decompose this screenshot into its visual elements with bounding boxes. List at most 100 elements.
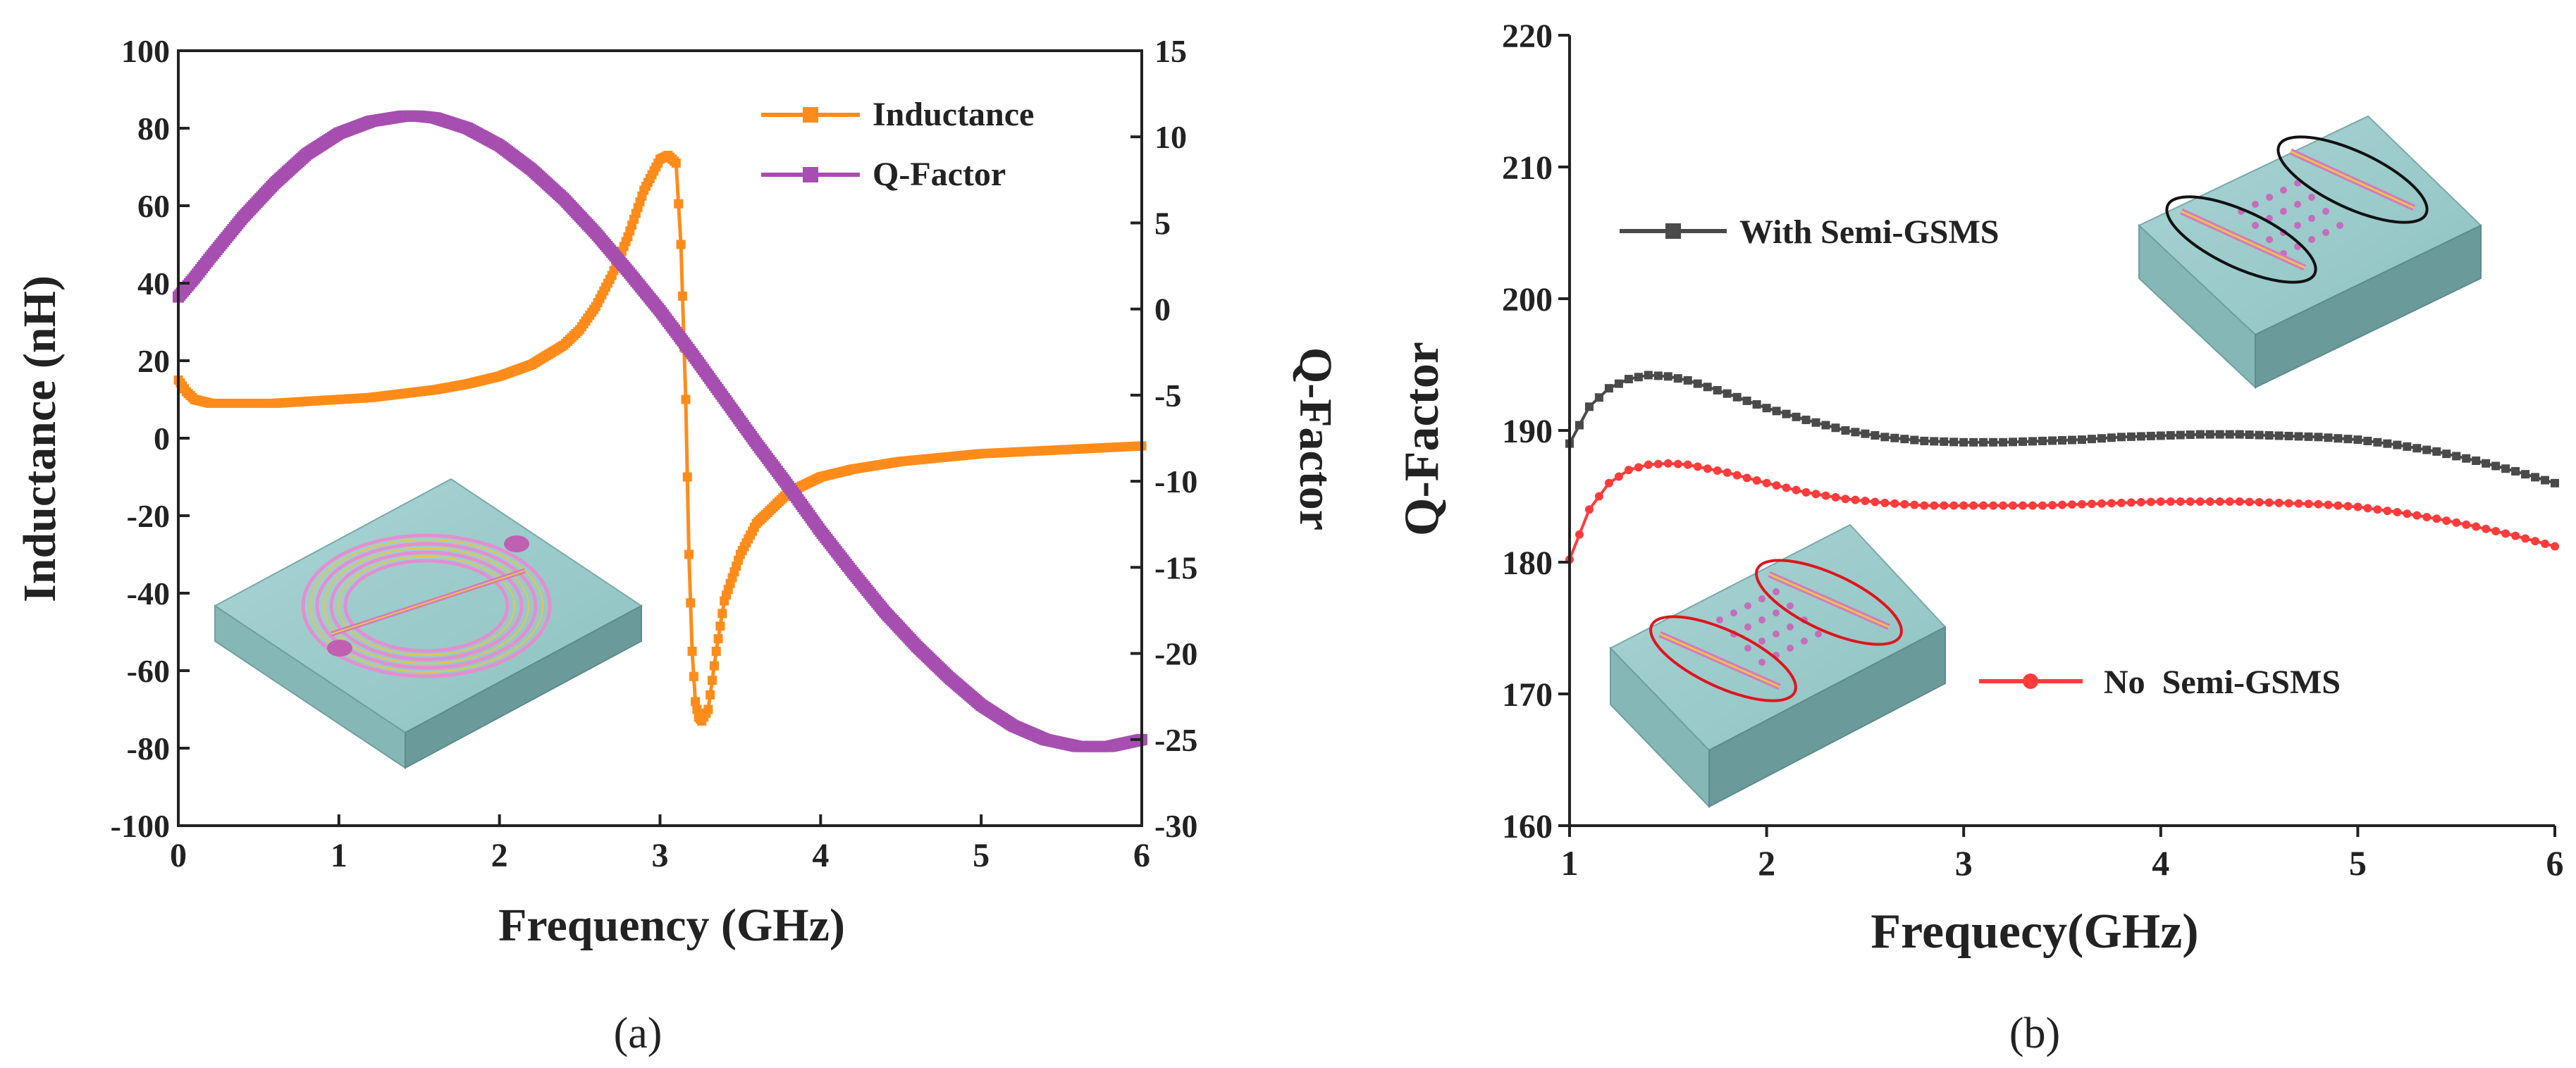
no-gsms-point — [2334, 501, 2343, 510]
with-gsms-point — [2264, 431, 2274, 440]
no-gsms-point — [2491, 527, 2501, 536]
x-tick-label-b: 1 — [1561, 843, 1579, 883]
no-gsms-point — [1841, 495, 1850, 504]
y-tick-label-b: 180 — [1502, 545, 1553, 582]
no-gsms-point — [1821, 491, 1830, 500]
y-left-tick-label-a: 20 — [137, 343, 170, 379]
no-gsms-point — [2067, 500, 2076, 509]
no-gsms-point — [2156, 497, 2165, 506]
legend-a: Inductance Q-Factor — [761, 96, 1034, 193]
y-right-tick-label-a: -5 — [1154, 378, 1181, 414]
with-gsms-point — [2255, 430, 2264, 440]
no-gsms-point — [2186, 497, 2195, 506]
legend-inductance-label: Inductance — [873, 96, 1034, 133]
no-gsms-point — [2235, 497, 2244, 506]
x-tick-label-a: 3 — [652, 837, 669, 874]
with-gsms-point — [2176, 430, 2185, 440]
no-gsms-point — [2422, 512, 2432, 521]
with-gsms-point — [2166, 431, 2175, 440]
inductance-point — [682, 472, 692, 482]
x-tick-label-b: 5 — [2349, 843, 2367, 883]
y-left-tick-label-a: -80 — [127, 731, 170, 766]
no-gsms-point — [1713, 466, 1722, 476]
y-axis-title-b: Q-Factor — [1395, 342, 1449, 536]
with-gsms-point — [1831, 423, 1840, 433]
no-gsms-point — [1959, 501, 1968, 510]
inductance-point — [713, 634, 723, 644]
no-gsms-point — [2116, 498, 2126, 507]
x-tick-label-a: 5 — [973, 837, 990, 874]
with-gsms-point — [1693, 379, 1702, 388]
no-gsms-point — [2274, 498, 2284, 507]
with-gsms-point — [2393, 440, 2402, 449]
with-gsms-point — [1584, 402, 1594, 411]
no-gsms-point — [2126, 498, 2136, 507]
with-gsms-point — [1683, 375, 1692, 385]
no-gsms-point — [2038, 501, 2047, 510]
y-right-tick-label-a: 0 — [1154, 292, 1171, 328]
inductance-point — [691, 697, 701, 707]
no-gsms-point — [2314, 499, 2323, 509]
no-gsms-point — [1989, 501, 1998, 510]
inductance-point — [705, 690, 715, 700]
no-gsms-inset — [1609, 523, 1947, 809]
with-gsms-point — [2215, 430, 2224, 439]
no-gsms-point — [2403, 509, 2412, 519]
with-gsms-point — [2284, 431, 2293, 440]
with-gsms-point — [1841, 426, 1850, 435]
no-gsms-point — [2019, 501, 2028, 510]
inductance-point — [681, 395, 691, 404]
no-gsms-point — [1900, 499, 1909, 509]
with-gsms-point — [2195, 430, 2205, 439]
x-tick-label-a: 1 — [331, 837, 347, 874]
no-gsms-point — [2551, 542, 2559, 551]
no-gsms-point — [1792, 485, 1801, 495]
with-gsms-point — [2077, 435, 2086, 445]
with-gsms-point — [2531, 473, 2540, 482]
y-tick-label-b: 200 — [1502, 281, 1553, 318]
x-tick-label-b: 3 — [1955, 843, 1973, 883]
spiral-inductor-inset — [214, 478, 643, 769]
legend-qfactor-marker — [803, 167, 818, 182]
inductance-point — [676, 240, 686, 249]
inductance-point — [711, 647, 721, 656]
y-tick-label-b: 190 — [1502, 413, 1553, 450]
with-gsms-point — [1723, 389, 1732, 398]
y-left-tick-label-a: 0 — [154, 421, 170, 457]
x-tick-label-a: 4 — [812, 837, 829, 874]
y-tick-label-b: 220 — [1502, 18, 1553, 55]
with-gsms-point — [1604, 384, 1613, 393]
with-gsms-point — [2107, 433, 2116, 442]
no-gsms-point — [1772, 481, 1781, 490]
no-gsms-point — [2028, 501, 2038, 510]
y-left-tick-label-a: 80 — [137, 111, 170, 147]
with-gsms-point — [1900, 435, 1909, 444]
with-gsms-point — [1673, 374, 1682, 383]
no-gsms-point — [1880, 498, 1890, 507]
no-gsms-point — [2324, 500, 2333, 509]
with-gsms-point — [1910, 435, 1919, 445]
with-gsms-point — [2235, 430, 2244, 439]
legend-inductance-marker — [803, 107, 818, 123]
with-gsms-point — [2383, 439, 2392, 448]
no-gsms-point — [1890, 499, 1899, 508]
no-gsms-point — [2284, 499, 2293, 508]
with-gsms-point — [1634, 373, 1643, 382]
no-gsms-point — [1920, 501, 1929, 510]
with-gsms-point — [2472, 457, 2481, 466]
with-gsms-point — [1811, 418, 1820, 427]
no-gsms-point — [1851, 495, 1860, 504]
y-right-tick-label-a: -10 — [1154, 464, 1197, 499]
with-gsms-point — [1772, 406, 1781, 416]
no-gsms-point — [2009, 501, 2018, 510]
no-gsms-point — [2195, 497, 2205, 506]
with-gsms-point — [1703, 383, 1712, 392]
with-gsms-point — [2403, 442, 2412, 451]
no-gsms-point — [1614, 472, 1623, 481]
with-gsms-point — [1979, 437, 1988, 447]
panel-a: 0 1 2 3 4 5 6-100-80-60-40-20020406080100-30-2… — [14, 33, 1341, 1057]
with-gsms-point — [2373, 437, 2382, 447]
with-gsms-point — [1624, 375, 1633, 384]
with-gsms-point — [1920, 436, 1929, 445]
